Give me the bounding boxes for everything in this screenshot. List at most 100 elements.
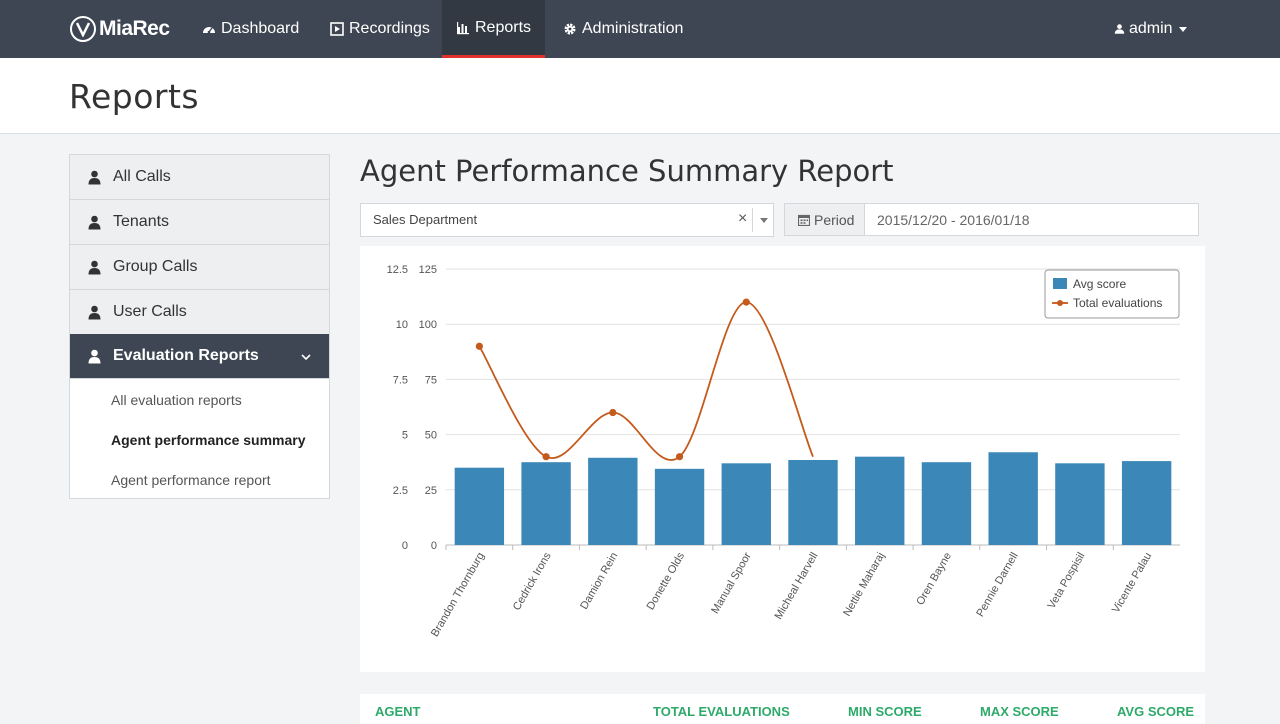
period-label: Period	[814, 211, 855, 228]
bar	[1121, 461, 1172, 545]
user-icon	[88, 349, 101, 363]
sidebar-subitem-all-evaluation-reports[interactable]: All evaluation reports	[111, 392, 242, 408]
x-tick-label: Vicente Palau	[1110, 551, 1154, 616]
period-date-range-value: 2015/12/20 - 2016/01/18	[877, 211, 1030, 228]
user-icon	[88, 215, 101, 229]
user-name: admin	[1129, 20, 1173, 37]
legend-label-avg-score: Avg score	[1073, 277, 1126, 291]
total-evaluations-line	[478, 301, 814, 461]
column-header-min-score[interactable]: MIN SCORE	[848, 704, 922, 719]
legend-swatch-avg-score	[1053, 278, 1067, 289]
select-caret-down-icon[interactable]	[760, 218, 768, 223]
sidebar-item-label: Tenants	[113, 213, 170, 230]
department-select[interactable]: Sales Department ×	[360, 203, 774, 237]
bar	[788, 459, 838, 545]
line-point	[742, 298, 750, 306]
clear-selection-icon[interactable]: ×	[738, 210, 748, 227]
nav-recordings[interactable]: Recordings	[330, 0, 430, 58]
nav-dashboard[interactable]: Dashboard	[202, 0, 299, 58]
bar	[521, 462, 571, 545]
bar	[855, 456, 905, 545]
nav-administration[interactable]: Administration	[563, 0, 683, 58]
x-tick-label: Oren Bayne	[914, 551, 954, 608]
user-icon	[88, 260, 101, 274]
bar	[1055, 463, 1105, 545]
x-tick-label: Donette Olds	[645, 550, 688, 612]
sidebar-item-label: User Calls	[113, 303, 187, 320]
department-select-value: Sales Department	[373, 212, 478, 227]
report-title: Agent Performance Summary Report	[360, 154, 894, 188]
sidebar-subitem-agent-performance-report[interactable]: Agent performance report	[111, 472, 271, 488]
column-header-agent[interactable]: AGENT	[375, 704, 421, 719]
y-right-tick-label: 125	[419, 264, 437, 276]
y-left-tick-label: 10	[396, 319, 408, 331]
miarec-logo-icon	[70, 16, 96, 42]
column-header-max-score[interactable]: MAX SCORE	[980, 704, 1059, 719]
sidebar-item-label: Group Calls	[113, 258, 198, 275]
nav-reports[interactable]: Reports	[442, 0, 546, 58]
line-point	[542, 453, 550, 461]
select-divider	[752, 208, 753, 232]
chevron-down-icon	[301, 354, 311, 360]
legend-box	[1044, 269, 1180, 319]
period-date-range-input[interactable]: 2015/12/20 - 2016/01/18	[864, 203, 1199, 236]
line-point	[675, 453, 684, 461]
y-right-tick-label: 50	[425, 430, 437, 442]
line-point	[475, 342, 483, 350]
y-left-tick-label: 5	[402, 430, 408, 442]
sidebar-item-label: All Calls	[113, 168, 171, 185]
chart-panel: 0 0 2.5 25 5 50 7.5 75 10 100 12.5 125 Brandon Thor…	[360, 246, 1205, 672]
y-left-tick-label: 7.5	[393, 374, 408, 386]
y-left-tick-label: 12.5	[387, 264, 408, 276]
nav-administration-label: Administration	[582, 20, 684, 37]
x-tick-label: Brandon Thornburg	[429, 551, 487, 639]
column-header-total-evaluations[interactable]: TOTAL EVALUATIONS	[653, 704, 790, 719]
sidebar-item-label: Evaluation Reports	[113, 347, 259, 364]
chart-y-ticks: 0 0 2.5 25 5 50 7.5 75 10 100 12.5 125	[387, 264, 437, 552]
summary-table-header: AGENT TOTAL EVALUATIONS MIN SCORE MAX SC…	[360, 694, 1205, 724]
bar	[454, 467, 505, 545]
x-tick-label: Damion Rein	[578, 551, 620, 612]
calendar-icon	[798, 214, 810, 226]
x-tick-label: Cedrick Irons	[511, 550, 554, 613]
sidebar-item-all-calls[interactable]: All Calls	[70, 155, 329, 200]
y-right-tick-label: 25	[425, 485, 437, 497]
x-tick-label: Pennie Darnell	[974, 551, 1020, 619]
play-icon	[330, 22, 344, 36]
brand-logo-link[interactable]: MiaRec	[70, 14, 170, 44]
y-right-tick-label: 75	[425, 374, 437, 386]
sidebar-item-evaluation-reports[interactable]: Evaluation Reports	[70, 334, 329, 379]
x-tick-label: Micheal Harvell	[773, 551, 821, 622]
bar	[654, 468, 705, 545]
bar	[988, 452, 1038, 545]
x-tick-label: Nettie Maharaj	[841, 551, 887, 619]
x-tick-label: Manual Spoor	[709, 550, 754, 616]
line-point	[609, 408, 617, 417]
bar-chart-icon	[457, 21, 469, 34]
chart-line	[475, 298, 814, 461]
chart-bars	[454, 452, 1172, 545]
page-header	[0, 58, 1280, 134]
dashboard-icon	[203, 27, 215, 34]
caret-down-icon	[1178, 26, 1187, 32]
brand-name: MiaRec	[99, 17, 170, 40]
y-right-tick-label: 0	[431, 540, 437, 552]
user-icon	[88, 305, 101, 319]
chart-legend: Avg score Total evaluations	[1044, 269, 1180, 319]
column-header-avg-score[interactable]: AVG SCORE	[1117, 704, 1195, 719]
sidebar-item-tenants[interactable]: Tenants	[70, 200, 329, 245]
sidebar-subitem-agent-performance-summary[interactable]: Agent performance summary	[111, 432, 306, 448]
sidebar-item-group-calls[interactable]: Group Calls	[70, 245, 329, 290]
chart-x-ticks: Brandon Thornburg Cedrick Irons Damion Rei…	[429, 545, 1154, 639]
y-left-tick-label: 0	[402, 540, 408, 552]
legend-marker-total-evaluations	[1057, 300, 1063, 306]
nav-reports-label: Reports	[475, 18, 532, 36]
y-left-tick-label: 2.5	[393, 485, 408, 497]
legend-label-total-evaluations: Total evaluations	[1073, 296, 1162, 310]
user-menu[interactable]: admin	[1114, 0, 1187, 58]
bar	[921, 462, 972, 545]
y-right-tick-label: 100	[419, 319, 437, 331]
gear-icon	[564, 23, 576, 35]
nav-dashboard-label: Dashboard	[221, 20, 300, 37]
sidebar-item-user-calls[interactable]: User Calls	[70, 290, 329, 335]
